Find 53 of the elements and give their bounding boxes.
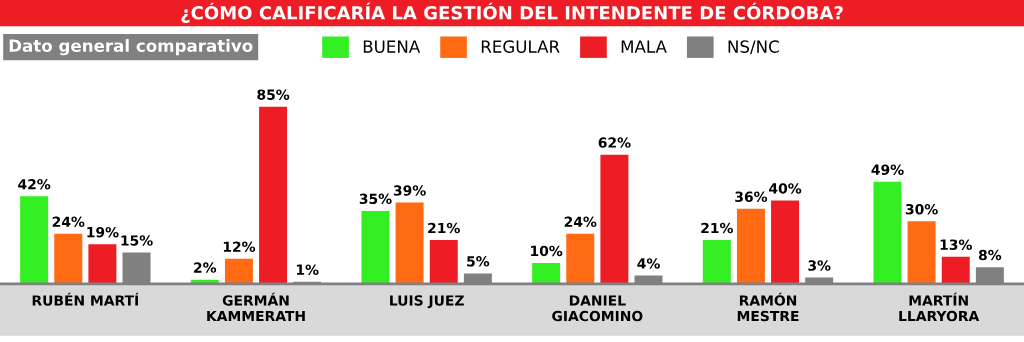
data-label: 21% <box>701 222 733 234</box>
bar <box>702 240 731 284</box>
data-label: 4% <box>637 258 660 269</box>
data-label: 8% <box>978 249 1002 261</box>
bar <box>54 233 83 284</box>
bar <box>907 221 936 284</box>
chart-subtitle: Dato general comparativo <box>9 39 253 56</box>
bar <box>259 106 288 284</box>
data-label: 39% <box>393 185 426 196</box>
data-label: 30% <box>905 203 938 215</box>
bar <box>941 256 970 284</box>
data-label: 24% <box>52 216 85 227</box>
data-label: 3% <box>808 260 831 271</box>
bar <box>771 200 800 284</box>
bar <box>224 258 253 284</box>
data-label: 85% <box>257 89 290 100</box>
x-tick-label: LUIS JUEZ <box>390 295 464 309</box>
bar <box>600 154 629 284</box>
bar <box>361 210 390 284</box>
legend-label: BUENA <box>363 40 421 53</box>
data-label: 1% <box>296 264 319 275</box>
data-label: 24% <box>564 216 597 227</box>
x-tick-label: RAMÓN MESTRE <box>737 292 799 322</box>
data-label: 12% <box>223 241 256 252</box>
data-label: 42% <box>18 178 51 190</box>
chart-title: ¿CÓMO CALIFICARÍA LA GESTIÓN DEL INTENDENTE DE CÓRDOBA? <box>181 2 843 23</box>
data-label: 40% <box>769 183 802 194</box>
x-tick-label: MARTÍN LLARYORA <box>899 292 980 322</box>
bar <box>873 181 902 284</box>
bar <box>395 202 424 284</box>
bar <box>429 240 458 284</box>
x-tick-label: RUBÉN MARTÍ <box>32 292 139 306</box>
data-label: 13% <box>940 239 972 250</box>
legend-label: NS/NC <box>728 40 779 55</box>
bar <box>20 196 49 284</box>
data-label: 15% <box>121 235 153 246</box>
data-label: 2% <box>194 262 217 273</box>
x-tick-label: DANIEL GIACOMINO <box>552 295 643 322</box>
bar <box>566 233 595 284</box>
data-label: 35% <box>359 193 392 205</box>
data-label: 10% <box>531 245 563 257</box>
bar <box>736 208 765 284</box>
data-label: 49% <box>871 164 904 175</box>
data-label: 36% <box>735 191 768 202</box>
data-label: 21% <box>428 222 460 234</box>
legend-label: REGULAR <box>481 40 560 53</box>
data-label: 19% <box>87 226 119 238</box>
bar <box>532 263 561 284</box>
legend-label: MALA <box>621 40 667 53</box>
data-label: 62% <box>598 137 631 148</box>
bar <box>88 244 117 284</box>
data-label: 5% <box>467 256 490 267</box>
x-tick-label: GERMÁN KAMMERATH <box>207 292 305 322</box>
